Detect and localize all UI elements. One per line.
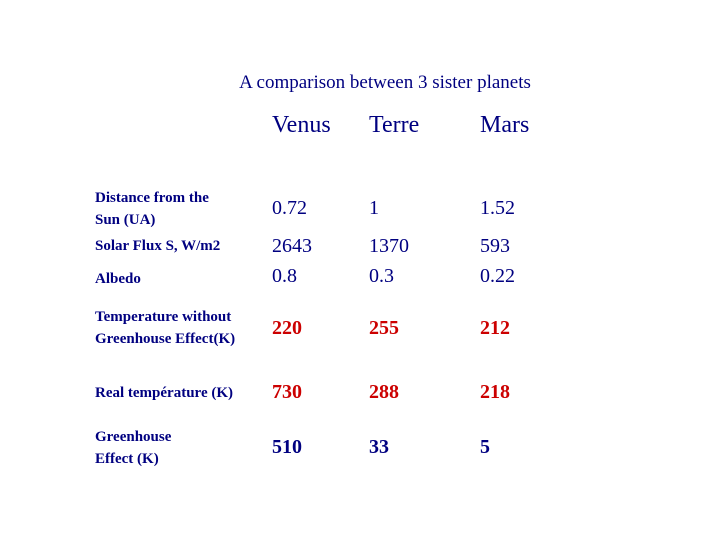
cell-value: 288 xyxy=(369,381,399,403)
cell-value: 0.22 xyxy=(480,265,515,287)
label-line: Temperature without xyxy=(95,309,232,325)
cell-value: 33 xyxy=(369,436,389,458)
label-line: Distance from the xyxy=(95,190,209,206)
row-label: Greenhouse Effect (K) xyxy=(95,426,171,470)
row-label: Solar Flux S, W/m2 xyxy=(95,235,220,257)
cell-value: 218 xyxy=(480,381,510,403)
cell-value: 1370 xyxy=(369,235,409,257)
cell-value: 212 xyxy=(480,317,510,339)
row-label: Distance from the Sun (UA) xyxy=(95,187,209,231)
label-line: Effect (K) xyxy=(95,451,159,467)
cell-value: 0.3 xyxy=(369,265,394,287)
label-line: Greenhouse xyxy=(95,429,172,445)
cell-value: 220 xyxy=(272,317,302,339)
label-line: Solar Flux S, W/m2 xyxy=(95,238,221,254)
label-line: Greenhouse Effect(K) xyxy=(95,331,236,347)
column-header: Mars xyxy=(480,112,530,138)
cell-value: 5 xyxy=(480,436,490,458)
row-label: Albedo xyxy=(95,268,141,290)
label-line: Sun (UA) xyxy=(95,212,156,228)
cell-value: 255 xyxy=(369,317,399,339)
cell-value: 730 xyxy=(272,381,302,403)
cell-value: 2643 xyxy=(272,235,312,257)
row-label: Real température (K) xyxy=(95,382,233,404)
cell-value: 1.52 xyxy=(480,197,515,219)
label-line: Albedo xyxy=(95,271,141,287)
cell-value: 0.8 xyxy=(272,265,297,287)
cell-value: 510 xyxy=(272,436,302,458)
cell-value: 593 xyxy=(480,235,510,257)
row-label: Temperature without Greenhouse Effect(K) xyxy=(95,306,235,350)
title: A comparison between 3 sister planets xyxy=(239,72,531,93)
cell-value: 1 xyxy=(369,197,379,219)
column-header: Venus xyxy=(272,112,331,138)
cell-value: 0.72 xyxy=(272,197,307,219)
label-line: Real température (K) xyxy=(95,385,234,401)
column-header: Terre xyxy=(369,112,420,138)
